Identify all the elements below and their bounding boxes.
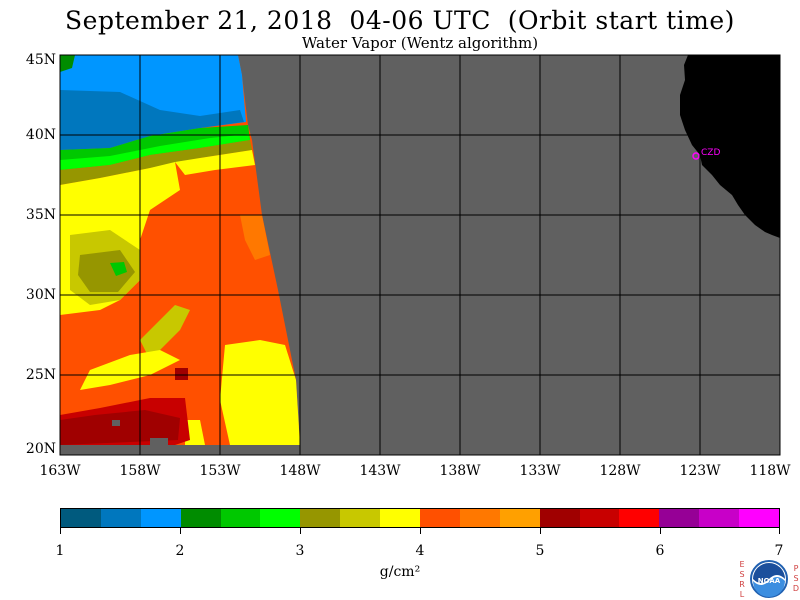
logo-letter: R <box>739 580 745 589</box>
lon-label: 133W <box>519 463 561 479</box>
colorbar-segment <box>579 509 620 527</box>
colorbar-segment <box>340 509 381 527</box>
colorbar-tick: 7 <box>774 543 784 559</box>
logo-letter: P <box>793 564 799 573</box>
map-grid <box>60 55 780 455</box>
logo-letter: L <box>739 590 745 599</box>
lat-label: 20N <box>25 441 56 457</box>
lon-label: 118W <box>749 463 791 479</box>
lon-label: 163W <box>39 463 81 479</box>
lat-label: 35N <box>25 207 56 223</box>
colorbar-tick: 3 <box>295 543 305 559</box>
logo-letter: E <box>739 560 745 569</box>
lon-label: 143W <box>359 463 401 479</box>
lat-label: 25N <box>25 367 56 383</box>
colorbar-segment <box>220 509 261 527</box>
colorbar-segment <box>499 509 540 527</box>
lon-label: 138W <box>439 463 481 479</box>
colorbar-segment <box>699 509 740 527</box>
lat-label: 45N <box>25 52 56 68</box>
colorbar-segment <box>380 509 421 527</box>
colorbar-segment <box>420 509 460 527</box>
colorbar-segment <box>659 509 700 527</box>
logo-letter: S <box>739 570 745 579</box>
colorbar <box>60 508 780 528</box>
colorbar-units: g/cm² <box>379 564 421 580</box>
colorbar-tick: 5 <box>535 543 545 559</box>
lat-label: 40N <box>25 127 56 143</box>
logo-text: NOAA <box>758 577 781 585</box>
lat-label: 30N <box>25 287 56 303</box>
lon-label: 158W <box>119 463 161 479</box>
noaa-emblem-icon: NOAA <box>750 560 788 598</box>
colorbar-tick: 4 <box>415 543 425 559</box>
colorbar-segment <box>739 509 780 527</box>
lon-label: 148W <box>279 463 321 479</box>
map-subtitle: Water Vapor (Wentz algorithm) <box>301 34 539 52</box>
lon-label: 123W <box>679 463 721 479</box>
colorbar-segment <box>61 509 101 527</box>
colorbar-segment <box>619 509 660 527</box>
logo-letter: D <box>792 584 800 593</box>
logo-letter: S <box>793 574 799 583</box>
colorbar-segment <box>140 509 181 527</box>
colorbar-segment <box>459 509 500 527</box>
north-america-land <box>680 55 780 238</box>
colorbar-tick: 2 <box>175 543 185 559</box>
noaa-logo: E S R L NOAA P S D <box>738 558 800 600</box>
station-marker-icon <box>692 152 700 160</box>
colorbar-segment <box>100 509 141 527</box>
colorbar-segment <box>180 509 221 527</box>
colorbar-segment <box>539 509 580 527</box>
colorbar-segment <box>260 509 301 527</box>
station-label: CZD <box>701 148 720 158</box>
colorbar-tick: 1 <box>55 543 65 559</box>
lon-label: 128W <box>599 463 641 479</box>
page-title: September 21, 2018 04-06 UTC (Orbit star… <box>65 6 735 35</box>
colorbar-tick: 6 <box>655 543 665 559</box>
lon-label: 153W <box>199 463 241 479</box>
map-frame <box>59 54 781 456</box>
colorbar-segment <box>300 509 341 527</box>
